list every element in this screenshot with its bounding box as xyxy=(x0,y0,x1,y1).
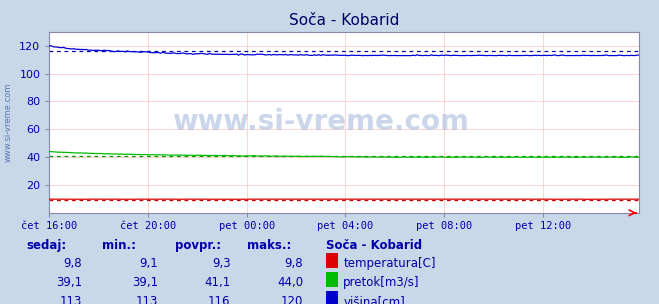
Text: 41,1: 41,1 xyxy=(204,276,231,289)
Text: 9,8: 9,8 xyxy=(64,257,82,270)
Text: sedaj:: sedaj: xyxy=(26,239,67,252)
Text: 113: 113 xyxy=(60,295,82,304)
Text: www.si-vreme.com: www.si-vreme.com xyxy=(3,83,13,162)
Text: 120: 120 xyxy=(281,295,303,304)
Title: Soča - Kobarid: Soča - Kobarid xyxy=(289,13,399,28)
Text: Soča - Kobarid: Soča - Kobarid xyxy=(326,239,422,252)
Text: povpr.:: povpr.: xyxy=(175,239,221,252)
Text: 9,8: 9,8 xyxy=(285,257,303,270)
Text: 39,1: 39,1 xyxy=(132,276,158,289)
Text: 9,3: 9,3 xyxy=(212,257,231,270)
Text: www.si-vreme.com: www.si-vreme.com xyxy=(172,108,469,136)
Text: 44,0: 44,0 xyxy=(277,276,303,289)
Text: 39,1: 39,1 xyxy=(56,276,82,289)
Text: 9,1: 9,1 xyxy=(140,257,158,270)
Text: min.:: min.: xyxy=(102,239,136,252)
Text: 116: 116 xyxy=(208,295,231,304)
Text: 113: 113 xyxy=(136,295,158,304)
Text: temperatura[C]: temperatura[C] xyxy=(343,257,436,270)
Text: maks.:: maks.: xyxy=(247,239,291,252)
Text: višina[cm]: višina[cm] xyxy=(343,295,405,304)
Text: pretok[m3/s]: pretok[m3/s] xyxy=(343,276,420,289)
